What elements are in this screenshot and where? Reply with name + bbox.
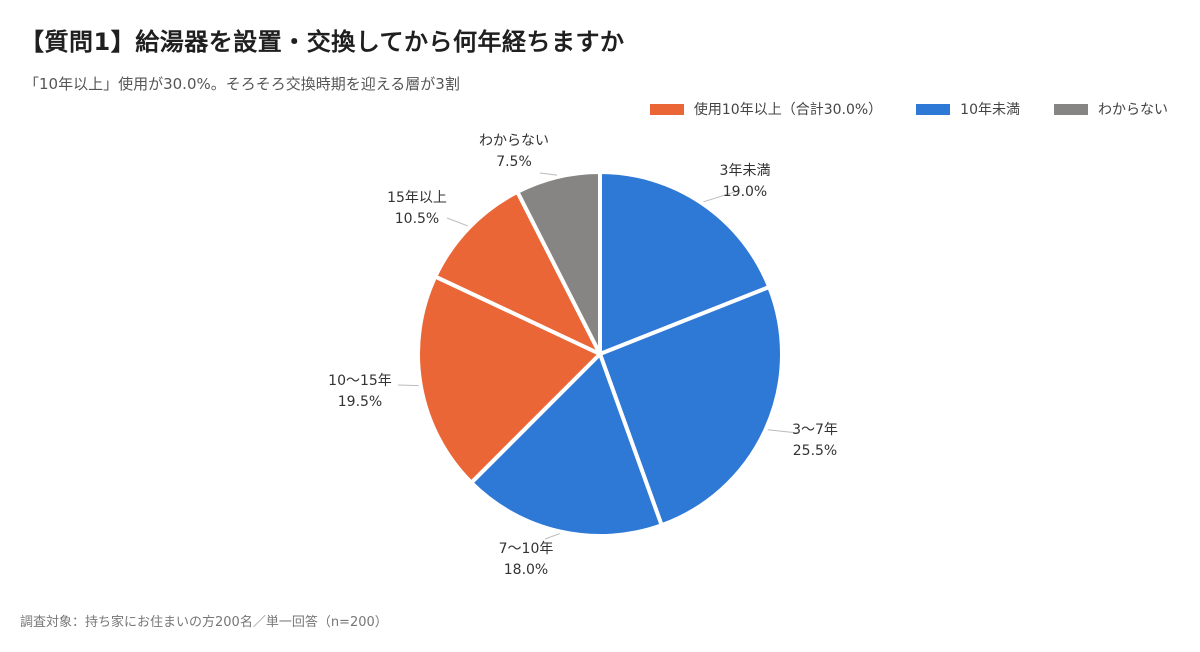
legend-swatch (916, 103, 951, 115)
slice-label: 3年未満 (720, 163, 771, 179)
chart-title: 【質問1】給湯器を設置・交換してから何年経ちますか (20, 28, 625, 56)
legend-label: 使用10年以上（合計30.0%） (693, 102, 883, 118)
slice-value-label: 18.0% (504, 562, 548, 578)
pie-slice (416, 274, 602, 485)
legend: 使用10年以上（合計30.0%） 10年未満 わからない (649, 99, 1168, 119)
slice-value-label: 10.5% (395, 211, 439, 227)
legend-item-under-10-years: 10年未満 (916, 99, 1020, 119)
leader-line (397, 384, 419, 387)
slice-label: 7〜10年 (499, 541, 554, 557)
leader-line (539, 172, 558, 176)
legend-swatch (1054, 103, 1088, 115)
legend-swatch (649, 103, 684, 115)
legend-item-over-10-years: 使用10年以上（合計30.0%） (649, 99, 883, 119)
legend-label: 10年未満 (960, 102, 1020, 118)
slice-value-label: 19.0% (723, 184, 767, 200)
pie-slice (433, 189, 602, 356)
leader-line (767, 429, 799, 434)
pie-slice (598, 170, 772, 356)
chart-subtitle: 「10年以上」使用が30.0%。そろそろ交換時期を迎える層が3割 (24, 75, 460, 93)
pie-slice (515, 170, 602, 356)
slice-value-label: 19.5% (338, 394, 382, 410)
slice-label: わからない (479, 133, 549, 149)
slice-value-label: 25.5% (793, 443, 837, 459)
slice-label: 10〜15年 (328, 373, 392, 389)
leader-line (703, 190, 739, 203)
leader-line (544, 533, 561, 540)
pie-slice (469, 352, 664, 538)
pie-slice (598, 285, 784, 528)
leader-line (446, 217, 469, 227)
slice-label: 3〜7年 (792, 422, 838, 438)
survey-footnote: 調査対象：持ち家にお住まいの方200名／単一回答（n=200） (20, 615, 388, 630)
legend-item-unknown: わからない (1054, 99, 1168, 119)
slice-label: 15年以上 (387, 190, 447, 206)
legend-label: わからない (1098, 102, 1168, 118)
slice-value-label: 7.5% (496, 154, 532, 170)
